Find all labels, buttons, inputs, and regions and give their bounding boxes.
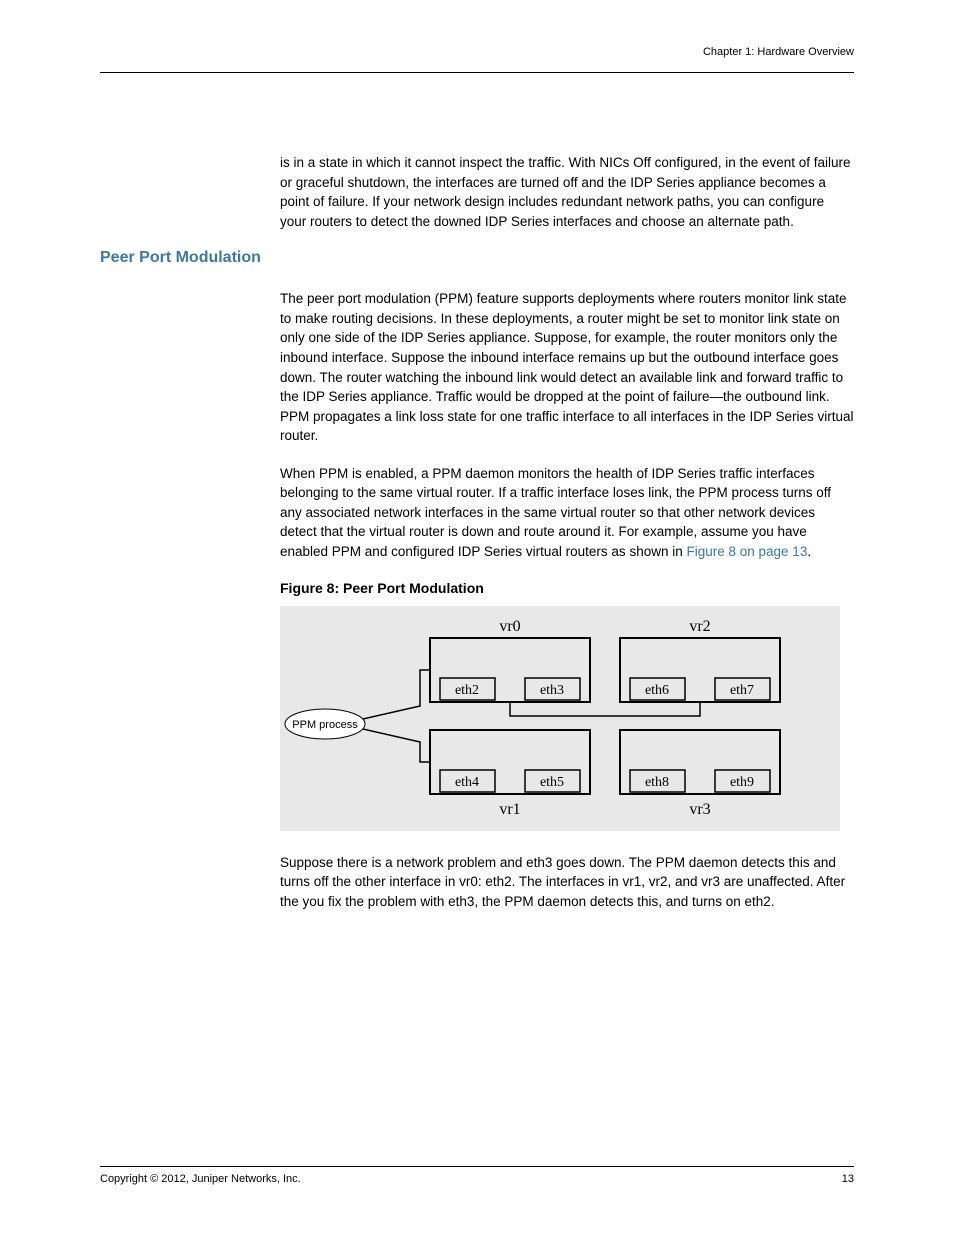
ppm-connector-vr0 — [363, 670, 430, 719]
figure-8-link[interactable]: Figure 8 on page 13 — [686, 544, 807, 559]
post-figure-paragraph: Suppose there is a network problem and e… — [280, 853, 854, 912]
section-title: Peer Port Modulation — [100, 249, 854, 267]
page-number: 13 — [842, 1173, 854, 1185]
vr3-label: vr3 — [689, 801, 710, 818]
eth4-label: eth4 — [455, 775, 479, 790]
eth9-label: eth9 — [730, 775, 754, 790]
ppm-para2-text-b: . — [807, 544, 811, 559]
ppm-connector-vr1 — [363, 729, 430, 762]
vr0-vr2-connector — [510, 702, 700, 716]
copyright-text: Copyright © 2012, Juniper Networks, Inc. — [100, 1173, 301, 1185]
header-rule — [100, 72, 854, 73]
eth5-label: eth5 — [540, 775, 564, 790]
figure-diagram: vr0 vr2 eth2 eth3 eth6 — [280, 606, 840, 831]
eth8-label: eth8 — [645, 775, 669, 790]
chapter-label: Chapter 1: Hardware Overview — [100, 46, 854, 60]
vr2-label: vr2 — [689, 618, 710, 635]
eth6-label: eth6 — [645, 683, 669, 698]
eth7-label: eth7 — [730, 683, 754, 698]
ppm-paragraph-1: The peer port modulation (PPM) feature s… — [280, 289, 854, 446]
figure-title: Figure 8: Peer Port Modulation — [280, 580, 854, 596]
page-footer: Copyright © 2012, Juniper Networks, Inc.… — [100, 1166, 854, 1185]
vr0-label: vr0 — [499, 618, 520, 635]
eth3-label: eth3 — [540, 683, 564, 698]
eth2-label: eth2 — [455, 683, 479, 698]
intro-paragraph: is in a state in which it cannot inspect… — [280, 153, 854, 231]
ppm-paragraph-2: When PPM is enabled, a PPM daemon monito… — [280, 464, 854, 562]
vr1-label: vr1 — [499, 801, 520, 818]
ppm-process-label: PPM process — [292, 719, 358, 731]
